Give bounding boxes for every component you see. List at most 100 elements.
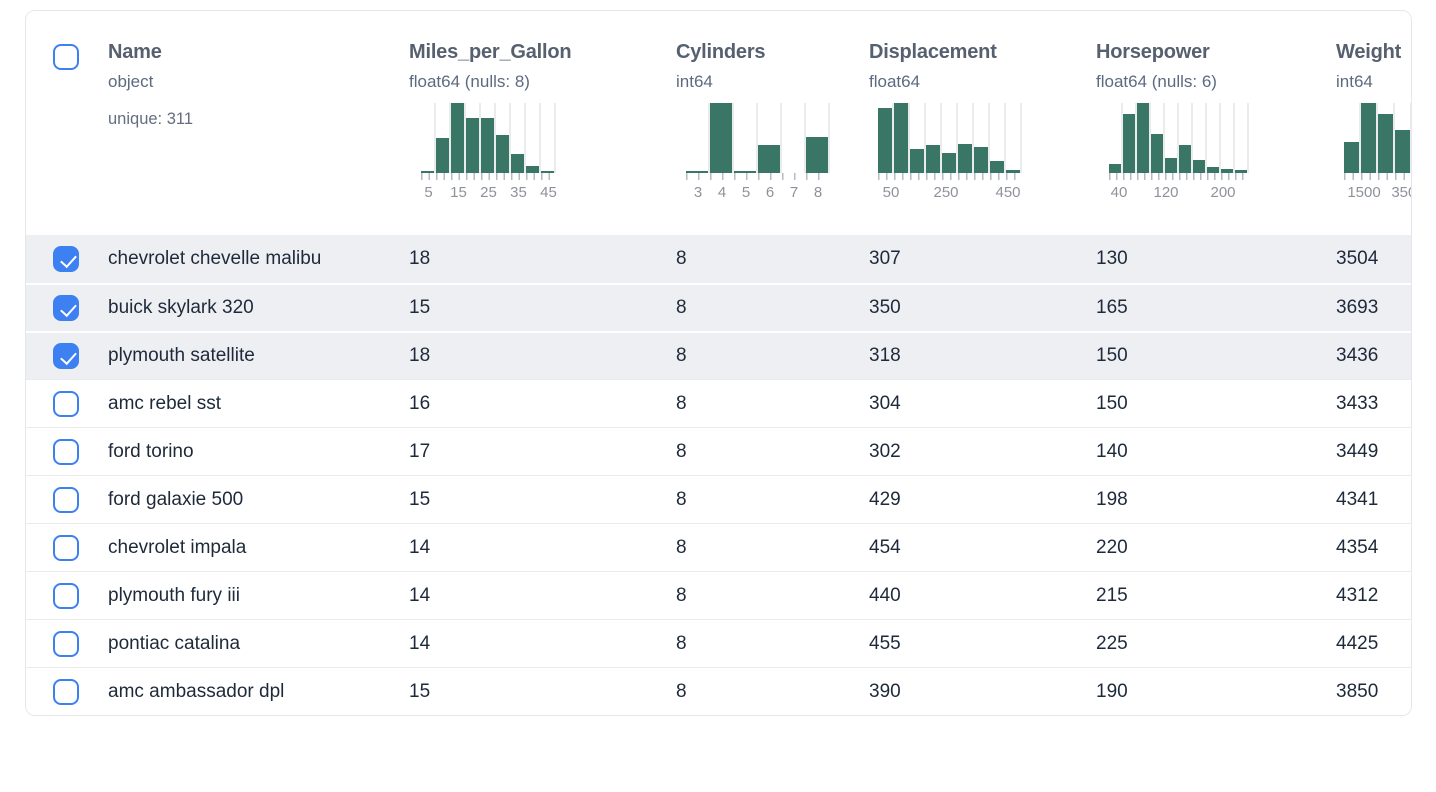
cell-name: amc ambassador dpl [108, 680, 285, 702]
cell-weight: 4312 [1336, 584, 1379, 606]
table-row: plymouth satellite 18 8 318 150 3436 [26, 331, 1411, 379]
histogram-bar [1395, 129, 1410, 173]
cell-mpg: 15 [409, 488, 431, 510]
cell-name: plymouth satellite [108, 345, 255, 366]
row-checkbox-cell [26, 438, 108, 465]
cell-name: plymouth fury iii [108, 584, 240, 606]
histogram-bar [1378, 113, 1393, 173]
row-checkbox[interactable] [53, 390, 79, 417]
histogram-bars [686, 103, 830, 173]
histogram-bar [1221, 168, 1233, 173]
histogram-bar [1123, 113, 1135, 173]
histogram-bar [910, 148, 924, 173]
histogram-bar [878, 107, 892, 173]
column-title: Horsepower [1096, 41, 1210, 63]
table-row: buick skylark 320 15 8 350 165 3693 [26, 283, 1411, 331]
cell-mpg: 18 [409, 248, 431, 269]
histogram-tick-label: 50 [882, 184, 900, 201]
column-title: Cylinders [676, 41, 766, 63]
cell-cylinders: 8 [676, 488, 687, 510]
histogram-bar [1151, 133, 1163, 173]
column-dtype: int64 [1336, 72, 1373, 91]
histogram-axis-labels: 5 15 25 35 45 [421, 180, 557, 202]
histogram-bar [1179, 145, 1191, 173]
cell-displacement: 429 [869, 488, 901, 510]
column-header-weight: Weight int64 [1336, 41, 1401, 92]
histogram-bar [926, 145, 940, 173]
row-checkbox[interactable] [53, 486, 79, 513]
histogram-tick-label: 5 [424, 184, 433, 201]
column-header-name: Name object unique: 311 [108, 41, 193, 129]
column-dtype: int64 [676, 72, 713, 91]
cell-name: pontiac catalina [108, 632, 241, 654]
histogram-bar [1344, 141, 1359, 173]
dataframe-widget: Name object unique: 311 Miles_per_Gallon… [25, 10, 1412, 716]
histogram-bar [1193, 159, 1205, 173]
histogram-tick-label: 40 [1110, 184, 1128, 201]
cell-cylinders: 8 [676, 297, 687, 318]
cell-cylinders: 8 [676, 440, 687, 462]
row-checkbox[interactable] [53, 534, 79, 561]
row-checkbox[interactable] [53, 678, 79, 705]
cell-name: chevrolet chevelle malibu [108, 248, 322, 269]
histogram-horsepower: 40 120 200 [1109, 103, 1249, 202]
histogram-tick-label: 120 [1153, 184, 1179, 201]
cell-cylinders: 8 [676, 248, 687, 269]
histogram-tick-label: 15 [450, 184, 467, 201]
column-title: Weight [1336, 41, 1402, 63]
histogram-bar [710, 103, 732, 173]
row-checkbox-cell [26, 534, 108, 561]
cell-horsepower: 225 [1096, 632, 1128, 654]
cell-mpg: 16 [409, 392, 431, 414]
histogram-axis-ticks [686, 173, 830, 180]
cell-horsepower: 130 [1096, 248, 1128, 269]
histogram-tick-label: 3 [693, 184, 703, 201]
column-header-displacement: Displacement float64 [869, 41, 997, 92]
histogram-bar [974, 147, 988, 173]
histogram-bar [1006, 170, 1020, 173]
histogram-bar [1235, 169, 1247, 173]
histogram-bar [451, 103, 464, 173]
column-dtype: float64 (nulls: 8) [409, 72, 530, 91]
histogram-bar [541, 170, 554, 173]
row-checkbox[interactable] [53, 246, 79, 272]
cell-horsepower: 215 [1096, 584, 1128, 606]
row-checkbox[interactable] [53, 438, 79, 465]
histogram-bar [806, 136, 828, 173]
table-row: amc ambassador dpl 15 8 390 190 3850 [26, 667, 1411, 715]
cell-weight: 3850 [1336, 680, 1379, 702]
table-row: pontiac catalina 14 8 455 225 4425 [26, 619, 1411, 667]
histogram-tick-label: 3500 [1391, 184, 1411, 201]
histogram-bars [1344, 103, 1411, 173]
cell-mpg: 15 [409, 297, 431, 318]
cell-horsepower: 198 [1096, 488, 1128, 510]
row-checkbox[interactable] [53, 630, 79, 657]
table-body: chevrolet chevelle malibu 18 8 307 130 3504 bu… [26, 235, 1411, 715]
histogram-axis-ticks [1344, 173, 1411, 180]
cell-horsepower: 150 [1096, 392, 1128, 414]
histogram-axis-ticks [421, 173, 556, 180]
cell-displacement: 307 [869, 248, 901, 269]
row-checkbox[interactable] [53, 295, 79, 321]
histogram-bar [466, 117, 479, 173]
histogram-bar [496, 134, 509, 173]
histogram-tick-label: 450 [995, 184, 1021, 201]
cell-weight: 3693 [1336, 297, 1379, 318]
histogram-bar [436, 138, 449, 173]
row-checkbox[interactable] [53, 582, 79, 609]
select-all-checkbox[interactable] [53, 44, 79, 70]
histogram-displacement: 50 250 450 [878, 103, 1022, 202]
histogram-tick-label: 25 [480, 184, 497, 201]
cell-name: ford galaxie 500 [108, 488, 244, 510]
cell-weight: 3504 [1336, 248, 1379, 269]
row-checkbox[interactable] [53, 343, 79, 369]
cell-horsepower: 140 [1096, 440, 1128, 462]
cell-horsepower: 190 [1096, 680, 1128, 702]
column-unique-count: unique: 311 [108, 110, 194, 128]
histogram-bar [481, 118, 494, 173]
column-title: Miles_per_Gallon [409, 41, 572, 63]
cell-horsepower: 150 [1096, 345, 1128, 366]
column-title: Displacement [869, 41, 997, 63]
histogram-bars [1109, 103, 1249, 173]
